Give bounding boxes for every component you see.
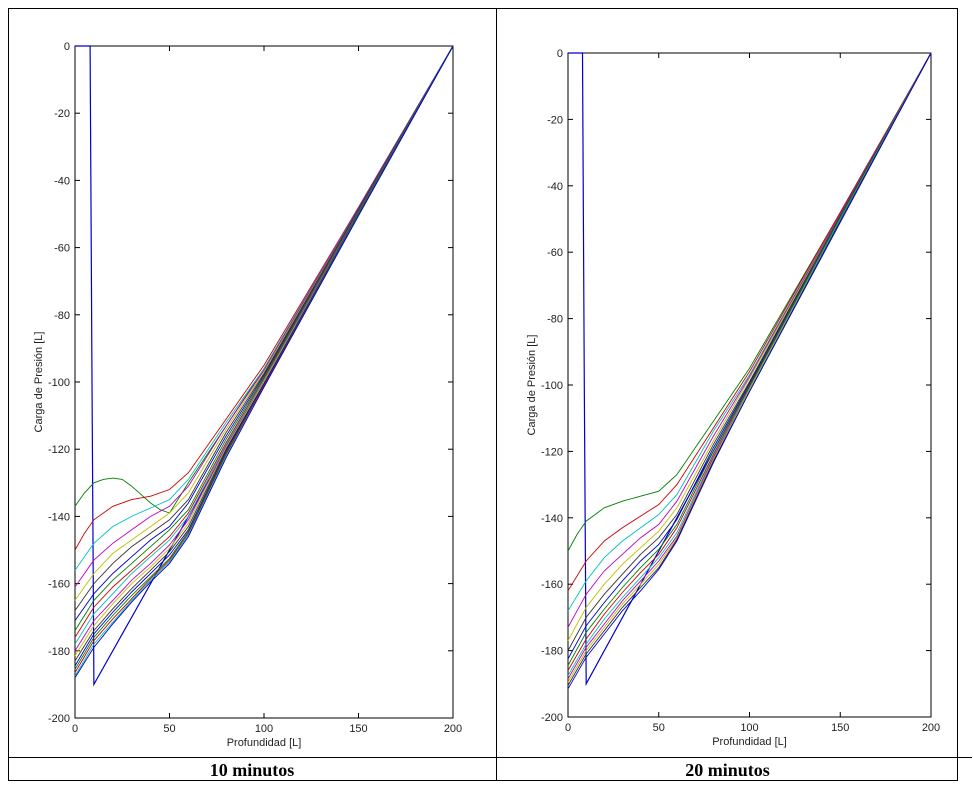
series-line-profile-8 [74,45,454,631]
y-tick-label: -80 [547,314,563,326]
series-line-profile-7 [74,45,454,621]
series-lines [74,45,454,687]
y-tick-label: -180 [48,646,70,658]
series-line-profile-4 [74,45,454,588]
y-tick-label: -80 [54,310,70,322]
series-line-profile-6 [74,45,454,611]
y-tick-label: -100 [541,380,563,392]
x-axis-label: Profundidad [L] [712,736,787,748]
series-line-profile-14 [74,45,454,667]
series-lines [567,52,932,690]
y-tick-label: -140 [541,513,563,525]
x-tick-label: 50 [653,722,665,734]
series-line-profile-10 [567,52,932,676]
y-tick-label: -180 [541,646,563,658]
series-line-profile-5 [74,45,454,601]
caption-20-minutos: 20 minutos [685,760,770,780]
series-line-profile-6 [567,52,932,651]
table-row-divider [8,757,958,758]
y-tick-label: -140 [48,511,70,523]
series-line-profile-2 [74,45,454,551]
caption-10-minutos: 10 minutos [209,760,295,780]
series-line-profile-16 [74,45,454,673]
x-tick-label: 100 [740,722,758,734]
series-line-profile-1 [74,45,454,514]
table-column-divider [496,8,497,781]
series-line-profile-14 [567,52,932,690]
chart-10-minutos: 0 50 100 150 200 0 -20 -40 -60 -80 -100 -120 -140 -16… [33,41,462,749]
y-tick-label: -200 [48,713,70,725]
y-tick-label: -160 [541,579,563,591]
y-tick-label: -20 [54,108,70,120]
series-line-profile-1 [567,52,932,552]
table-edge-stub [958,757,972,758]
x-tick-label: 200 [922,722,940,734]
y-tick-label: -60 [547,247,563,259]
series-line-profile-12 [567,52,932,683]
y-axis-label: Carga de Presión [L] [33,332,45,433]
y-tick-label: -100 [48,377,70,389]
x-tick-label: 0 [565,722,571,734]
y-tick-label: -120 [48,444,70,456]
y-tick-label: 0 [64,41,70,53]
x-tick-label: 0 [72,723,78,735]
series-line-profile-4 [567,52,932,628]
series-line-profile-3 [567,52,932,612]
series-line-profile-5 [567,52,932,641]
y-tick-label: 0 [557,48,563,60]
y-tick-label: -20 [547,114,563,126]
y-tick-label: -40 [547,181,563,193]
series-line-initial-condition [568,52,932,687]
series-line-profile-12 [74,45,454,657]
series-line-initial-condition [75,45,454,687]
x-tick-label: 150 [831,722,849,734]
x-tick-label: 150 [349,723,367,735]
series-line-profile-3 [74,45,454,571]
y-tick-label: -40 [54,175,70,187]
series-line-profile-18 [74,45,454,678]
y-tick-label: -60 [54,243,70,255]
x-tick-label: 50 [163,723,175,735]
x-tick-label: 100 [255,723,273,735]
y-tick-label: -200 [541,712,563,724]
series-line-profile-9 [74,45,454,638]
x-axis-label: Profundidad [L] [227,737,302,749]
x-tick-label: 200 [444,723,462,735]
y-axis-label: Carga de Presión [L] [526,335,538,436]
table-frame [8,8,958,781]
series-line-profile-9 [567,52,932,671]
chart-20-minutos: 0 50 100 150 200 0 -20 -40 -60 -80 -100 -120 -140 -16… [526,48,940,748]
series-line-profile-8 [567,52,932,666]
series-line-profile-7 [567,52,932,660]
series-line-profile-10 [74,45,454,645]
y-tick-label: -160 [48,579,70,591]
y-tick-label: -120 [541,446,563,458]
series-line-profile-2 [567,52,932,592]
